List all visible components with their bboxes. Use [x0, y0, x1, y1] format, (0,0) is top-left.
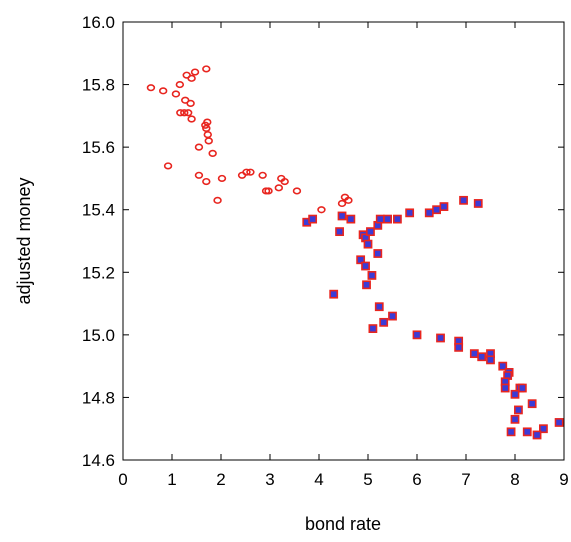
data-point-circle — [264, 187, 273, 195]
data-point-square — [367, 271, 377, 280]
data-point-square — [329, 289, 339, 299]
y-tick-label: 15.4 — [82, 201, 115, 220]
data-point-square — [392, 214, 402, 224]
data-point-square — [356, 255, 366, 265]
data-point-square — [514, 405, 523, 415]
data-point-circle — [280, 177, 289, 186]
data-point-circle — [203, 131, 212, 139]
data-point-square — [522, 427, 532, 437]
data-point-square — [486, 355, 495, 365]
data-point-square — [346, 214, 356, 224]
data-point-circle — [246, 168, 255, 176]
axis-ticks: 0 1 2 3 4 5 6 7 8 9 14.6 14.8 15.0 15.2 15.4 15.6 15.8 16… — [82, 13, 569, 489]
x-tick-label: 4 — [314, 470, 323, 489]
plot-border — [122, 21, 565, 461]
data-point-square — [366, 227, 375, 237]
data-point-square — [539, 424, 548, 434]
data-point-circle — [158, 87, 168, 95]
data-point-square — [361, 261, 370, 271]
data-point-square — [405, 208, 415, 218]
x-tick-label: 6 — [412, 470, 421, 489]
x-axis-title: bond rate — [305, 514, 381, 534]
data-point-circle — [217, 174, 227, 183]
data-point-circle — [292, 187, 302, 195]
y-axis-title: adjusted money — [14, 177, 34, 304]
data-point-circle — [337, 199, 347, 208]
data-point-circle — [274, 184, 284, 192]
data-point-square — [383, 214, 392, 224]
data-point-circle — [175, 80, 185, 89]
data-point-square — [459, 195, 468, 205]
data-point-square — [469, 349, 479, 359]
data-point-square — [337, 211, 347, 221]
data-point-square — [554, 418, 564, 427]
data-point-square — [363, 239, 373, 249]
data-point-circle — [194, 143, 204, 151]
x-tick-label: 8 — [510, 470, 519, 489]
data-point-square — [477, 352, 487, 362]
data-point-square — [532, 430, 542, 440]
data-point-circle — [202, 177, 211, 186]
data-point-square — [432, 205, 441, 215]
data-point-square — [439, 202, 449, 211]
data-point-square — [335, 227, 344, 237]
data-point-square — [510, 389, 520, 399]
x-tick-label: 2 — [216, 470, 225, 489]
y-tick-label: 14.8 — [82, 388, 115, 407]
data-point-circle — [213, 196, 222, 204]
data-point-square — [373, 249, 383, 258]
data-point-square — [362, 280, 371, 290]
data-point-square — [500, 383, 510, 393]
data-point-circle — [208, 149, 217, 157]
data-point-circle — [194, 171, 204, 179]
data-point-square — [388, 311, 397, 321]
data-point-circle — [202, 65, 211, 73]
y-tick-label: 14.6 — [82, 451, 115, 470]
data-point-square — [498, 361, 508, 371]
data-point-square — [424, 208, 434, 218]
x-tick-label: 7 — [461, 470, 470, 489]
data-point-circle — [258, 171, 267, 179]
data-point-square — [374, 302, 384, 312]
y-tick-label: 15.8 — [82, 76, 115, 95]
data-point-square — [473, 199, 483, 208]
y-tick-label: 16.0 — [82, 13, 115, 32]
x-tick-label: 0 — [118, 470, 127, 489]
data-point-circle — [204, 137, 213, 145]
data-point-circle — [163, 162, 173, 170]
data-point-circle — [146, 84, 156, 92]
data-point-circle — [317, 206, 326, 214]
data-point-square — [379, 317, 389, 327]
x-tick-label: 5 — [363, 470, 372, 489]
data-point-square — [454, 342, 464, 352]
data-point-square — [375, 214, 385, 224]
x-tick-label: 9 — [559, 470, 568, 489]
y-tick-label: 15.0 — [82, 326, 115, 345]
data-point-square — [517, 383, 527, 393]
data-point-circle — [186, 99, 195, 107]
data-point-circle — [176, 109, 185, 117]
data-point-circle — [183, 109, 193, 117]
plot-area — [122, 21, 565, 461]
data-point-circle — [242, 168, 251, 176]
data-point-circle — [180, 109, 189, 117]
data-point-square — [368, 324, 378, 333]
data-point-square — [436, 333, 445, 343]
data-points — [146, 65, 564, 440]
data-point-circle — [187, 115, 196, 123]
x-tick-label: 3 — [265, 470, 274, 489]
data-point-square — [506, 427, 516, 437]
x-tick-label: 1 — [167, 470, 176, 489]
data-point-circle — [344, 196, 353, 204]
data-point-square — [412, 330, 422, 340]
y-tick-label: 15.6 — [82, 138, 115, 157]
data-point-circle — [187, 74, 196, 82]
data-point-circle — [171, 90, 181, 98]
data-point-square — [308, 214, 318, 224]
y-tick-label: 15.2 — [82, 263, 115, 282]
data-point-square — [527, 399, 537, 409]
data-point-circle — [190, 68, 200, 76]
data-point-square — [510, 414, 520, 424]
